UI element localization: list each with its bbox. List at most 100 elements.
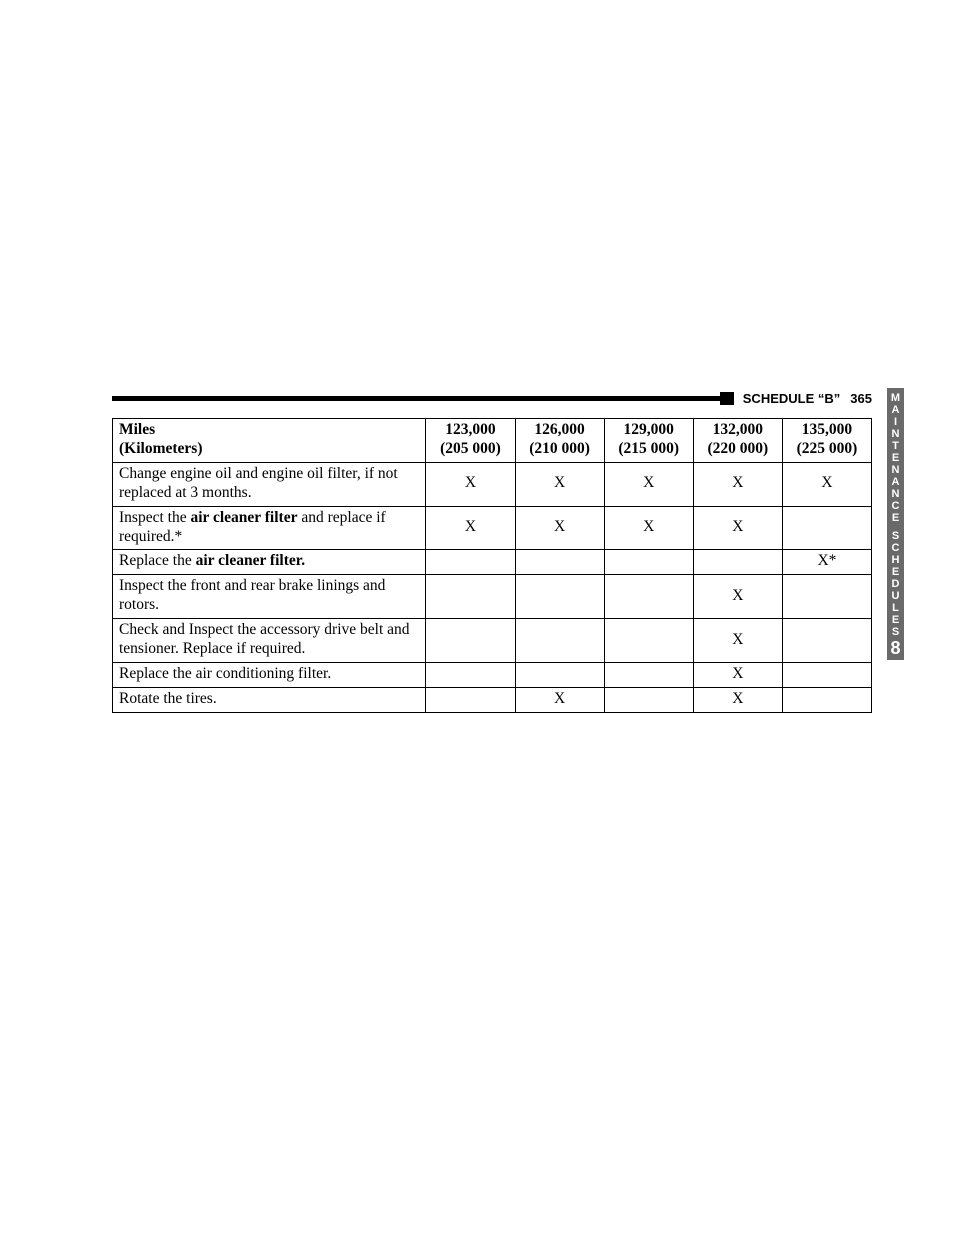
col-km: (225 000) bbox=[789, 440, 865, 459]
table-body: Change engine oil and engine oil filter,… bbox=[113, 462, 872, 712]
mark-cell bbox=[515, 575, 604, 619]
table-header-row: Miles (Kilometers) 123,000 (205 000) 126… bbox=[113, 419, 872, 463]
side-tab-letter: C bbox=[887, 500, 904, 512]
header-title-quote: “B” bbox=[818, 391, 840, 406]
side-tab-chapter: 8 bbox=[887, 638, 904, 658]
mark-cell bbox=[604, 575, 693, 619]
mark-cell bbox=[604, 550, 693, 575]
side-tab-letter: C bbox=[887, 542, 904, 554]
side-tab-letter: E bbox=[887, 452, 904, 464]
header-title-prefix: SCHEDULE bbox=[743, 391, 815, 406]
mark-cell bbox=[426, 662, 515, 687]
col-miles: 135,000 bbox=[789, 421, 865, 440]
mark-cell bbox=[782, 662, 871, 687]
mark-cell: X bbox=[604, 462, 693, 506]
col-header-1: 126,000 (210 000) bbox=[515, 419, 604, 463]
col-header-3: 132,000 (220 000) bbox=[693, 419, 782, 463]
mark-cell: X bbox=[693, 619, 782, 663]
mark-cell bbox=[426, 550, 515, 575]
mark-cell bbox=[693, 550, 782, 575]
col-km: (215 000) bbox=[611, 440, 687, 459]
header-bar: SCHEDULE “B” 365 bbox=[112, 391, 872, 406]
mark-cell: X* bbox=[782, 550, 871, 575]
mark-cell: X bbox=[693, 575, 782, 619]
col-header-4: 135,000 (225 000) bbox=[782, 419, 871, 463]
side-tab-letter: I bbox=[887, 416, 904, 428]
mark-cell: X bbox=[782, 462, 871, 506]
mark-cell: X bbox=[693, 687, 782, 712]
mark-cell: X bbox=[515, 506, 604, 550]
table-row: Check and Inspect the accessory drive be… bbox=[113, 619, 872, 663]
miles-label: Miles bbox=[119, 421, 419, 440]
mark-cell bbox=[604, 619, 693, 663]
table-row: Inspect the air cleaner filter and repla… bbox=[113, 506, 872, 550]
mark-cell bbox=[515, 550, 604, 575]
table-row: Inspect the front and rear brake linings… bbox=[113, 575, 872, 619]
col-km: (205 000) bbox=[432, 440, 508, 459]
side-tab-letter: D bbox=[887, 578, 904, 590]
side-tab-letter: E bbox=[887, 512, 904, 524]
side-tab-letter: H bbox=[887, 554, 904, 566]
side-tab-letter: S bbox=[887, 530, 904, 542]
side-tab-letter: N bbox=[887, 428, 904, 440]
header-miles-label: Miles (Kilometers) bbox=[113, 419, 426, 463]
header-rule bbox=[112, 396, 733, 401]
desc-pre: Replace the air conditioning filter. bbox=[119, 665, 331, 682]
table-row: Rotate the tires. X X bbox=[113, 687, 872, 712]
col-km: (210 000) bbox=[522, 440, 598, 459]
mark-cell bbox=[782, 506, 871, 550]
table-row: Replace the air conditioning filter.X bbox=[113, 662, 872, 687]
col-header-2: 129,000 (215 000) bbox=[604, 419, 693, 463]
side-tab-line2: SCHEDULES bbox=[887, 530, 904, 638]
row-description: Replace the air cleaner filter. bbox=[113, 550, 426, 575]
row-description: Inspect the air cleaner filter and repla… bbox=[113, 506, 426, 550]
mark-cell: X bbox=[693, 462, 782, 506]
row-description: Check and Inspect the accessory drive be… bbox=[113, 619, 426, 663]
side-tab-letter: U bbox=[887, 590, 904, 602]
mark-cell bbox=[426, 687, 515, 712]
side-tab-letter: L bbox=[887, 602, 904, 614]
desc-pre: Inspect the bbox=[119, 509, 190, 526]
mark-cell: X bbox=[693, 506, 782, 550]
mark-cell: X bbox=[604, 506, 693, 550]
side-tab-letter: S bbox=[887, 626, 904, 638]
row-description: Change engine oil and engine oil filter,… bbox=[113, 462, 426, 506]
desc-bold: air cleaner filter bbox=[190, 509, 297, 526]
mark-cell bbox=[782, 575, 871, 619]
desc-pre: Rotate the tires. bbox=[119, 690, 217, 707]
desc-pre: Replace the bbox=[119, 552, 196, 569]
col-miles: 123,000 bbox=[432, 421, 508, 440]
mark-cell bbox=[782, 687, 871, 712]
mark-cell: X bbox=[426, 462, 515, 506]
side-tab-letter: N bbox=[887, 464, 904, 476]
maintenance-table: Miles (Kilometers) 123,000 (205 000) 126… bbox=[112, 418, 872, 713]
col-miles: 132,000 bbox=[700, 421, 776, 440]
side-tab-line1: MAINTENANCE bbox=[887, 392, 904, 524]
col-miles: 129,000 bbox=[611, 421, 687, 440]
mark-cell bbox=[782, 619, 871, 663]
mark-cell bbox=[426, 575, 515, 619]
mark-cell: X bbox=[515, 462, 604, 506]
km-label: (Kilometers) bbox=[119, 440, 419, 459]
side-tab-letter: E bbox=[887, 614, 904, 626]
mark-cell bbox=[604, 687, 693, 712]
desc-pre: Change engine oil and engine oil filter,… bbox=[119, 465, 398, 501]
col-miles: 126,000 bbox=[522, 421, 598, 440]
mark-cell bbox=[426, 619, 515, 663]
col-header-0: 123,000 (205 000) bbox=[426, 419, 515, 463]
row-description: Replace the air conditioning filter. bbox=[113, 662, 426, 687]
desc-pre: Check and Inspect the accessory drive be… bbox=[119, 621, 410, 657]
header-title: SCHEDULE “B” bbox=[733, 391, 841, 406]
desc-bold: air cleaner filter. bbox=[196, 552, 305, 569]
side-tab-letter: A bbox=[887, 404, 904, 416]
mark-cell: X bbox=[426, 506, 515, 550]
row-description: Inspect the front and rear brake linings… bbox=[113, 575, 426, 619]
side-tab-letter: E bbox=[887, 566, 904, 578]
mark-cell: X bbox=[515, 687, 604, 712]
side-tab-letter: M bbox=[887, 392, 904, 404]
page: SCHEDULE “B” 365 MAINTENANCE SCHEDULES 8… bbox=[0, 0, 954, 1235]
mark-cell bbox=[604, 662, 693, 687]
row-description: Rotate the tires. bbox=[113, 687, 426, 712]
col-km: (220 000) bbox=[700, 440, 776, 459]
mark-cell bbox=[515, 619, 604, 663]
